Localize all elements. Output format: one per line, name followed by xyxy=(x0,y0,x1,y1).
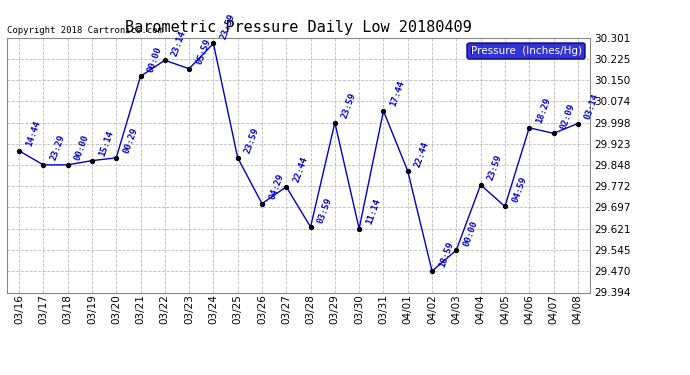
Point xyxy=(110,155,121,161)
Text: 00:00: 00:00 xyxy=(73,134,91,162)
Text: 00:00: 00:00 xyxy=(146,45,164,74)
Text: 23:59: 23:59 xyxy=(340,92,358,120)
Point xyxy=(208,40,219,46)
Text: 17:44: 17:44 xyxy=(389,80,406,108)
Text: 00:00: 00:00 xyxy=(462,219,480,247)
Point xyxy=(524,125,535,131)
Point xyxy=(281,184,292,190)
Text: 22:44: 22:44 xyxy=(292,156,310,184)
Legend: Pressure  (Inches/Hg): Pressure (Inches/Hg) xyxy=(468,43,584,59)
Point xyxy=(135,73,146,79)
Text: 00:29: 00:29 xyxy=(121,127,139,155)
Text: 18:59: 18:59 xyxy=(437,240,455,268)
Text: 03:59: 03:59 xyxy=(316,196,334,224)
Text: 05:59: 05:59 xyxy=(195,38,213,66)
Text: Copyright 2018 Cartronics.com: Copyright 2018 Cartronics.com xyxy=(7,26,163,35)
Point xyxy=(184,66,195,72)
Point xyxy=(329,120,340,126)
Text: 23:59: 23:59 xyxy=(219,12,237,40)
Point xyxy=(548,130,559,136)
Text: 15:14: 15:14 xyxy=(97,129,115,158)
Point xyxy=(402,168,413,174)
Point xyxy=(86,158,97,164)
Text: 22:44: 22:44 xyxy=(413,140,431,168)
Point xyxy=(62,162,73,168)
Point xyxy=(305,224,316,230)
Point xyxy=(500,204,511,210)
Point xyxy=(354,226,365,232)
Text: 03:14: 03:14 xyxy=(583,92,601,121)
Text: 23:14: 23:14 xyxy=(170,29,188,57)
Text: 14:44: 14:44 xyxy=(25,120,42,148)
Point xyxy=(426,268,437,274)
Point xyxy=(14,148,25,154)
Text: 04:29: 04:29 xyxy=(268,172,285,201)
Point xyxy=(475,182,486,188)
Point xyxy=(451,247,462,253)
Point xyxy=(159,57,170,63)
Point xyxy=(378,108,389,114)
Text: 23:59: 23:59 xyxy=(486,154,504,182)
Text: 23:59: 23:59 xyxy=(244,127,261,155)
Text: 11:14: 11:14 xyxy=(365,198,382,226)
Point xyxy=(38,162,49,168)
Title: Barometric Pressure Daily Low 20180409: Barometric Pressure Daily Low 20180409 xyxy=(125,20,472,35)
Text: 04:59: 04:59 xyxy=(511,176,528,204)
Point xyxy=(572,120,583,126)
Text: 02:09: 02:09 xyxy=(559,102,577,130)
Text: 18:29: 18:29 xyxy=(535,97,553,125)
Text: 23:29: 23:29 xyxy=(49,134,66,162)
Point xyxy=(257,201,268,207)
Point xyxy=(232,155,243,161)
